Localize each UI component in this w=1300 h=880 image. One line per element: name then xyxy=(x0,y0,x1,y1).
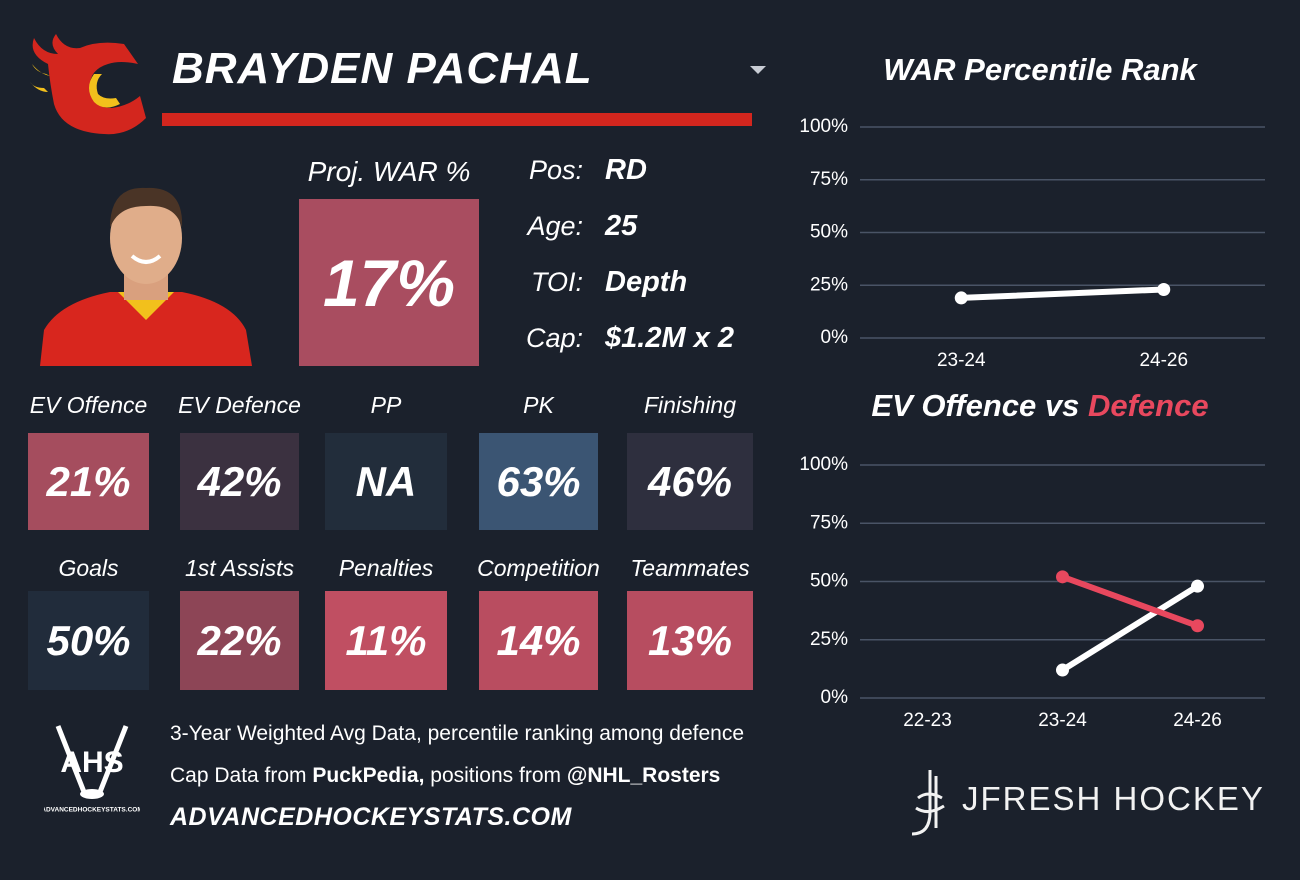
info-label: TOI: xyxy=(530,267,583,297)
tile-value: 22% xyxy=(180,591,299,690)
chart-title-text: EV Offence vs xyxy=(871,388,1079,423)
player-dropdown[interactable] xyxy=(750,66,766,74)
footer-source: Cap Data from PuckPedia, positions from … xyxy=(170,764,720,788)
footer-part: PuckPedia, xyxy=(312,764,425,787)
y-tick-label: 75% xyxy=(810,169,848,190)
tile-value: 11% xyxy=(325,591,447,690)
y-tick-label: 25% xyxy=(810,274,848,295)
info-label: Age: xyxy=(527,211,583,241)
series-point xyxy=(954,291,968,305)
info-value: RD xyxy=(605,154,647,186)
ahs-caption: ADVANCEDHOCKEYSTATS.COM xyxy=(44,807,140,814)
series-point xyxy=(1056,663,1069,677)
y-tick-label: 25% xyxy=(810,629,848,650)
series-point xyxy=(1191,579,1204,593)
tile-value: 42% xyxy=(180,433,299,530)
proj-value: 17% xyxy=(299,199,479,366)
series-line xyxy=(1059,573,1201,629)
tile-label: PP xyxy=(370,392,402,418)
chart-title: EV Offence vs Defence xyxy=(871,388,1208,423)
chart-title-highlight: Defence xyxy=(1088,388,1209,423)
info-label: Cap: xyxy=(525,323,583,353)
x-tick-label: 23-24 xyxy=(937,350,986,371)
tile-label: Teammates xyxy=(630,555,750,581)
y-tick-label: 0% xyxy=(821,327,849,348)
player-photo xyxy=(40,187,252,366)
tile-value: 50% xyxy=(28,591,149,690)
y-tick-label: 100% xyxy=(799,454,848,475)
y-tick-label: 50% xyxy=(810,222,848,243)
tile-label: EV Defence xyxy=(178,392,301,418)
series-line xyxy=(1059,583,1201,674)
tile-value: 14% xyxy=(479,591,598,690)
tile-label: Goals xyxy=(58,555,119,581)
tile-value: 46% xyxy=(627,433,753,530)
footer-site: ADVANCEDHOCKEYSTATS.COM xyxy=(170,803,572,831)
ahs-text: AHS xyxy=(60,746,123,779)
x-tick-label: 24-26 xyxy=(1173,710,1222,731)
header-bar xyxy=(162,113,752,126)
tile-label: Finishing xyxy=(643,392,737,418)
x-tick-label: 24-26 xyxy=(1139,350,1188,371)
tile-label: 1st Assists xyxy=(184,555,295,581)
tile-label: EV Offence xyxy=(29,392,148,418)
team-logo xyxy=(30,34,146,135)
info-value: 25 xyxy=(605,210,638,242)
footer-part: Cap Data from xyxy=(170,764,313,787)
series-point xyxy=(1191,619,1204,633)
brand-name: JFRESH HOCKEY xyxy=(962,780,1265,817)
series-point xyxy=(1056,570,1069,584)
chart-title-text: WAR Percentile Rank xyxy=(883,52,1198,87)
brand-logo xyxy=(911,770,945,836)
proj-label: Proj. WAR % xyxy=(307,156,471,187)
y-tick-label: 0% xyxy=(821,687,849,708)
y-tick-label: 50% xyxy=(810,571,848,592)
y-tick-label: 100% xyxy=(799,116,848,137)
x-tick-label: 22-23 xyxy=(903,710,952,731)
tile-value: NA xyxy=(325,433,447,530)
player-name: BRAYDEN PACHAL xyxy=(172,44,593,93)
tile-label: Competition xyxy=(477,555,600,581)
y-tick-label: 75% xyxy=(810,512,848,533)
tile-value: 13% xyxy=(627,591,753,690)
tile-value: 63% xyxy=(479,433,598,530)
info-value: $1.2M x 2 xyxy=(605,322,734,354)
tile-label: PK xyxy=(523,392,554,418)
chart-title: WAR Percentile Rank xyxy=(883,52,1198,87)
info-value: Depth xyxy=(605,266,688,298)
series-line xyxy=(958,286,1167,301)
tile-value: 21% xyxy=(28,433,149,530)
footer-note: 3-Year Weighted Avg Data, percentile ran… xyxy=(170,722,744,745)
footer-part: @NHL_Rosters xyxy=(566,764,721,787)
footer-part: positions from xyxy=(424,764,567,787)
ahs-logo: AHS ADVANCEDHOCKEYSTATS.COM xyxy=(44,725,140,814)
info-label: Pos: xyxy=(528,155,583,185)
tile-label: Penalties xyxy=(338,555,434,581)
series-point xyxy=(1157,282,1171,296)
x-tick-label: 23-24 xyxy=(1038,710,1087,731)
